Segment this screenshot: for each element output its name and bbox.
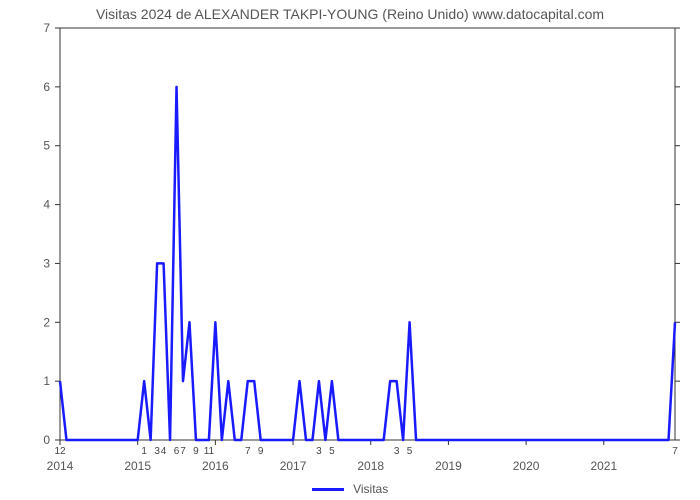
legend-swatch <box>312 488 344 491</box>
value-label: 5 <box>407 446 413 457</box>
value-label: 9 <box>193 446 199 457</box>
legend-label: Visitas <box>353 482 388 496</box>
value-label: 9 <box>258 446 264 457</box>
value-label: 11 <box>204 446 215 457</box>
value-label: 7 <box>245 446 251 457</box>
value-label: 7 <box>672 446 678 457</box>
x-tick-label: 2015 <box>124 459 151 473</box>
legend: Visitas <box>0 482 700 496</box>
y-tick-label: 5 <box>43 139 50 153</box>
value-label: 3 <box>154 446 160 457</box>
y-tick-label: 4 <box>43 198 50 212</box>
x-tick-label: 2014 <box>47 459 74 473</box>
chart-plot: 0123456720142015201620172018201920202021… <box>0 0 700 500</box>
value-label: 1 <box>141 446 147 457</box>
value-label: 7 <box>180 446 186 457</box>
value-label: 3 <box>394 446 400 457</box>
y-tick-label: 6 <box>43 80 50 94</box>
value-label: 4 <box>161 446 167 457</box>
y-tick-label: 2 <box>43 315 50 329</box>
y-tick-label: 3 <box>43 256 50 270</box>
y-tick-label: 7 <box>43 21 50 35</box>
x-tick-label: 2018 <box>357 459 384 473</box>
value-label: 5 <box>329 446 335 457</box>
x-tick-label: 2019 <box>435 459 462 473</box>
y-tick-label: 0 <box>43 433 50 447</box>
value-label: 3 <box>316 446 322 457</box>
visitas-line <box>60 87 675 440</box>
value-label: 6 <box>174 446 180 457</box>
value-label: 12 <box>54 446 66 457</box>
x-tick-label: 2016 <box>202 459 229 473</box>
x-tick-label: 2017 <box>280 459 307 473</box>
y-tick-label: 1 <box>43 374 50 388</box>
x-tick-label: 2020 <box>513 459 540 473</box>
x-tick-label: 2021 <box>590 459 617 473</box>
